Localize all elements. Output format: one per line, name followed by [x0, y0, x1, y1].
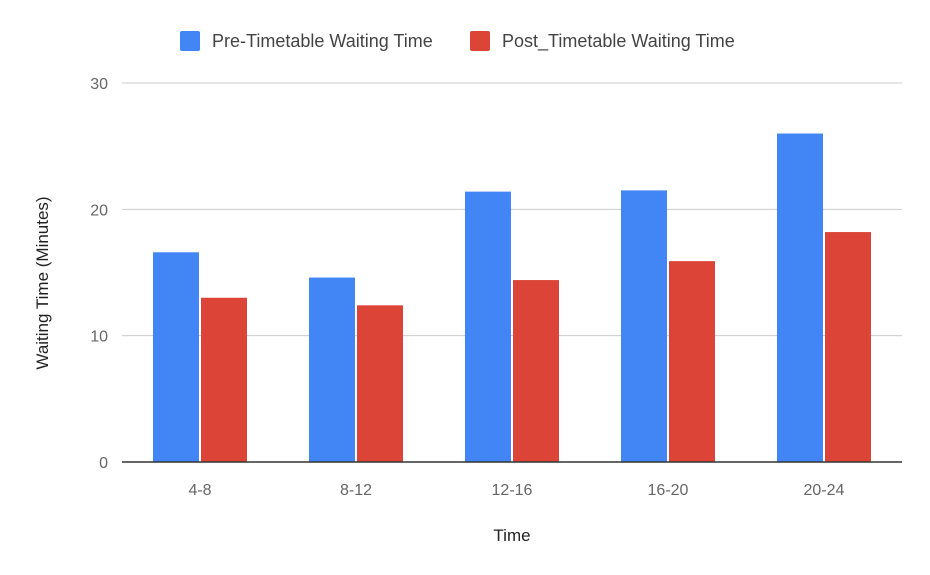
legend-item-pre: Pre-Timetable Waiting Time [180, 30, 433, 52]
legend-label-post: Post_Timetable Waiting Time [502, 30, 735, 51]
y-tick-label: 0 [99, 455, 108, 472]
bar-post-8-12 [357, 305, 403, 462]
y-tick-label: 10 [90, 329, 108, 346]
bar-pre-16-20 [621, 190, 667, 462]
bars [153, 133, 871, 463]
x-tick-label: 12-16 [492, 482, 533, 499]
bar-pre-4-8 [153, 252, 199, 462]
gridlines [122, 82, 902, 337]
x-tick-label: 16-20 [648, 482, 689, 499]
x-tick-label: 4-8 [188, 482, 211, 499]
bar-post-4-8 [201, 297, 247, 462]
bar-pre-12-16 [465, 191, 511, 462]
y-axis-title: Waiting Time (Minutes) [33, 196, 52, 369]
legend-label-pre: Pre-Timetable Waiting Time [212, 30, 433, 51]
y-tick-labels: 0 10 20 30 [90, 76, 108, 472]
y-tick-label: 20 [90, 202, 108, 219]
bar-post-12-16 [513, 280, 559, 462]
y-tick-label: 30 [90, 76, 108, 93]
bar-pre-20-24 [777, 133, 823, 463]
bar-post-16-20 [669, 261, 715, 462]
x-tick-label: 8-12 [340, 482, 372, 499]
legend-item-post: Post_Timetable Waiting Time [470, 30, 735, 52]
x-axis-title: Time [493, 526, 530, 545]
x-tick-labels: 4-8 8-12 12-16 16-20 20-24 [188, 482, 844, 499]
legend-swatch-post [470, 31, 490, 51]
x-tick-label: 20-24 [804, 482, 845, 499]
bar-pre-8-12 [309, 277, 355, 462]
legend-swatch-pre [180, 31, 200, 51]
bar-post-20-24 [825, 232, 871, 462]
